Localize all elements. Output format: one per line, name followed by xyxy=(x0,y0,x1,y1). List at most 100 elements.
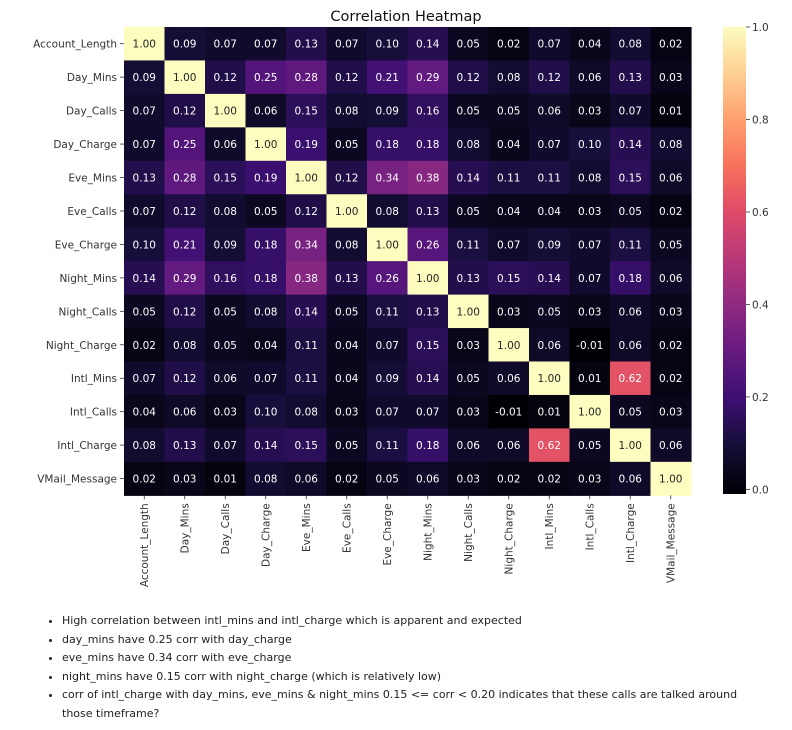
cell-value-label: 0.06 xyxy=(659,173,683,185)
heatmap-cell xyxy=(569,127,611,162)
cell-value-label: 0.04 xyxy=(254,340,278,352)
cell-value-label: 0.10 xyxy=(254,407,277,419)
heatmap-cell xyxy=(569,160,611,195)
heatmap-cell xyxy=(650,361,692,396)
heatmap-cell xyxy=(367,27,409,62)
heatmap-cell xyxy=(205,60,247,95)
heatmap-cell xyxy=(326,60,368,95)
heatmap-cell xyxy=(529,461,571,496)
heatmap-cell xyxy=(205,294,247,329)
cell-value-label: 0.14 xyxy=(416,373,440,385)
heatmap-cell xyxy=(205,27,247,62)
cell-value-label: 0.08 xyxy=(295,407,318,419)
cell-value-label: 1.00 xyxy=(578,407,601,419)
cell-value-label: 0.06 xyxy=(659,273,683,285)
cell-value-label: 0.13 xyxy=(457,273,480,285)
column-tick-label: Eve_Charge xyxy=(382,503,394,565)
heatmap-cell xyxy=(529,93,571,128)
heatmap-cell xyxy=(367,261,409,296)
cell-value-label: 0.04 xyxy=(497,139,521,151)
cell-value-label: 1.00 xyxy=(295,173,318,185)
cell-value-label: 0.08 xyxy=(497,72,520,84)
cell-value-label: 0.08 xyxy=(619,39,642,51)
heatmap-cell xyxy=(650,461,692,496)
heatmap-cell xyxy=(650,93,692,128)
heatmap-cell xyxy=(245,261,287,296)
heatmap-cell xyxy=(286,361,328,396)
heatmap-cell xyxy=(529,227,571,262)
cell-value-label: 0.02 xyxy=(659,206,682,218)
cell-value-label: 0.11 xyxy=(295,373,318,385)
row-tick-label: Eve_Charge xyxy=(55,239,117,251)
cell-value-label: 0.14 xyxy=(254,440,278,452)
heatmap-cell xyxy=(245,93,287,128)
cell-value-label: 0.13 xyxy=(335,273,358,285)
heatmap-cell xyxy=(245,127,287,162)
heatmap-cell xyxy=(124,294,166,329)
heatmap-cell xyxy=(286,294,328,329)
heatmap-cell xyxy=(164,261,206,296)
cell-value-label: 0.03 xyxy=(457,474,480,486)
heatmap-cell xyxy=(326,328,368,363)
heatmap-cell xyxy=(164,361,206,396)
row-tick-label: Eve_Calls xyxy=(67,206,117,218)
cell-value-label: 0.01 xyxy=(659,106,682,118)
row-tick-label: Night_Mins xyxy=(59,273,117,285)
colorbar-tick-label: 1.0 xyxy=(752,22,769,34)
cell-value-label: 0.08 xyxy=(133,440,156,452)
heatmap-cell xyxy=(407,428,449,463)
heatmap-cell xyxy=(448,261,490,296)
cell-value-label: 0.06 xyxy=(254,106,278,118)
heatmap-cell xyxy=(610,428,652,463)
heatmap-cell xyxy=(286,328,328,363)
heatmap-cell xyxy=(367,394,409,429)
heatmap-cell xyxy=(488,227,530,262)
heatmap-cell xyxy=(367,328,409,363)
heatmap-cell xyxy=(610,261,652,296)
heatmap-cell xyxy=(407,394,449,429)
cell-value-label: 0.21 xyxy=(376,72,399,84)
heatmap-cell xyxy=(569,361,611,396)
cell-value-label: 0.12 xyxy=(214,72,237,84)
cell-value-label: 0.02 xyxy=(335,474,358,486)
colorbar-ticks: 0.0 0.2 0.4 0.6 0.8 1.0 xyxy=(746,22,769,496)
heatmap-cell xyxy=(326,194,368,229)
heatmap-cell xyxy=(529,428,571,463)
heatmap-cell xyxy=(245,328,287,363)
cell-value-label: 0.08 xyxy=(254,306,277,318)
cell-value-label: 0.11 xyxy=(295,340,318,352)
cell-value-label: 0.18 xyxy=(416,440,439,452)
heatmap-cell xyxy=(610,328,652,363)
heatmap-cell xyxy=(610,294,652,329)
cell-value-label: 0.28 xyxy=(295,72,318,84)
cell-value-label: 0.18 xyxy=(416,139,439,151)
heatmap-cell xyxy=(326,361,368,396)
heatmap-cell xyxy=(286,227,328,262)
heatmap-cell xyxy=(610,394,652,429)
heatmap-cell xyxy=(650,294,692,329)
cell-value-label: 0.28 xyxy=(173,173,196,185)
colorbar-tick-label: 0.6 xyxy=(752,207,769,219)
cell-value-label: 0.03 xyxy=(659,306,682,318)
heatmap-cell xyxy=(164,27,206,62)
heatmap-cell xyxy=(124,60,166,95)
heatmap-cell xyxy=(326,160,368,195)
cell-value-label: 0.07 xyxy=(133,106,156,118)
cell-value-label: 0.14 xyxy=(295,306,319,318)
row-tick-label: Eve_Mins xyxy=(68,173,117,185)
heatmap-cell xyxy=(529,328,571,363)
cell-value-label: 0.08 xyxy=(376,206,399,218)
heatmap-cell xyxy=(124,394,166,429)
cell-value-label: 0.06 xyxy=(538,340,562,352)
row-tick-label: Night_Charge xyxy=(46,340,117,352)
cell-value-label: 0.06 xyxy=(619,474,643,486)
cell-value-label: 0.11 xyxy=(376,440,399,452)
cell-value-label: 0.18 xyxy=(376,139,399,151)
heatmap-cell xyxy=(164,461,206,496)
cell-value-label: 0.15 xyxy=(295,106,318,118)
row-tick-labels: Account_Length Day_Mins Day_Calls Day_Charg… xyxy=(33,39,124,486)
heatmap-cell xyxy=(448,160,490,195)
cell-value-label: 0.03 xyxy=(457,340,480,352)
heatmap-cell xyxy=(205,127,247,162)
cell-value-label: 0.12 xyxy=(173,106,196,118)
